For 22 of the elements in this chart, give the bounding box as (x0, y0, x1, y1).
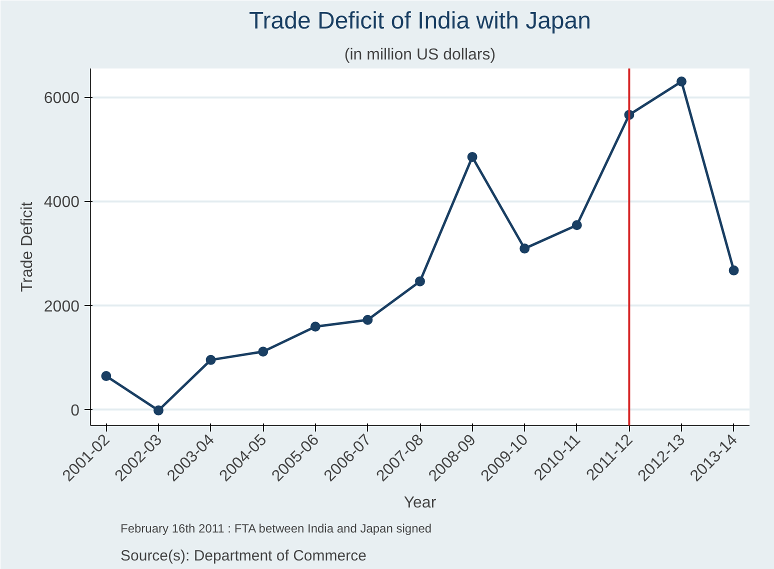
chart-subtitle: (in million US dollars) (344, 46, 496, 64)
point (676, 76, 687, 86)
point (206, 354, 216, 365)
chart-title: Trade Deficit of India with Japan (249, 8, 591, 34)
text: February 16th 2011 : FTA between India and Japan signed (120, 522, 432, 536)
source-note: Source(s): Department of Commerce (120, 548, 366, 564)
point (153, 405, 164, 416)
y-tick-label: 6000 (44, 90, 80, 108)
y-tick-label: 4000 (44, 194, 80, 212)
y-tick-label: 2000 (44, 298, 80, 316)
point (572, 220, 582, 230)
x-axis-title: Year (404, 494, 437, 512)
point (310, 322, 320, 332)
point (520, 244, 530, 254)
y-axis-title: Trade Deficit (18, 201, 36, 292)
point (101, 371, 112, 382)
point (728, 265, 739, 276)
point (415, 276, 425, 286)
point (258, 346, 268, 357)
point (362, 314, 373, 325)
y-tick-label: 0 (70, 402, 80, 420)
point (467, 152, 478, 162)
